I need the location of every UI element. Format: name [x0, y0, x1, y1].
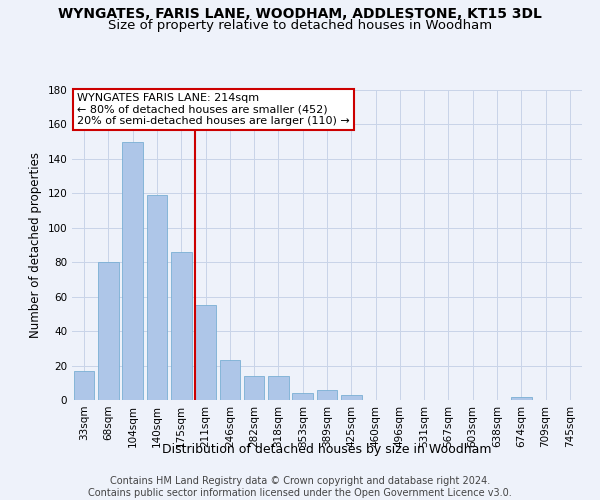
Bar	[341, 395, 362, 400]
Bar	[74, 370, 94, 400]
Text: WYNGATES, FARIS LANE, WOODHAM, ADDLESTONE, KT15 3DL: WYNGATES, FARIS LANE, WOODHAM, ADDLESTON…	[58, 8, 542, 22]
Text: Contains HM Land Registry data © Crown copyright and database right 2024.
Contai: Contains HM Land Registry data © Crown c…	[88, 476, 512, 498]
Bar	[122, 142, 143, 400]
Bar	[317, 390, 337, 400]
Bar	[292, 393, 313, 400]
Text: WYNGATES FARIS LANE: 214sqm
← 80% of detached houses are smaller (452)
20% of se: WYNGATES FARIS LANE: 214sqm ← 80% of det…	[77, 93, 350, 126]
Text: Size of property relative to detached houses in Woodham: Size of property relative to detached ho…	[108, 19, 492, 32]
Bar	[195, 306, 216, 400]
Bar	[268, 376, 289, 400]
Y-axis label: Number of detached properties: Number of detached properties	[29, 152, 42, 338]
Bar	[171, 252, 191, 400]
Text: Distribution of detached houses by size in Woodham: Distribution of detached houses by size …	[162, 442, 492, 456]
Bar	[98, 262, 119, 400]
Bar	[244, 376, 265, 400]
Bar	[146, 195, 167, 400]
Bar	[511, 396, 532, 400]
Bar	[220, 360, 240, 400]
